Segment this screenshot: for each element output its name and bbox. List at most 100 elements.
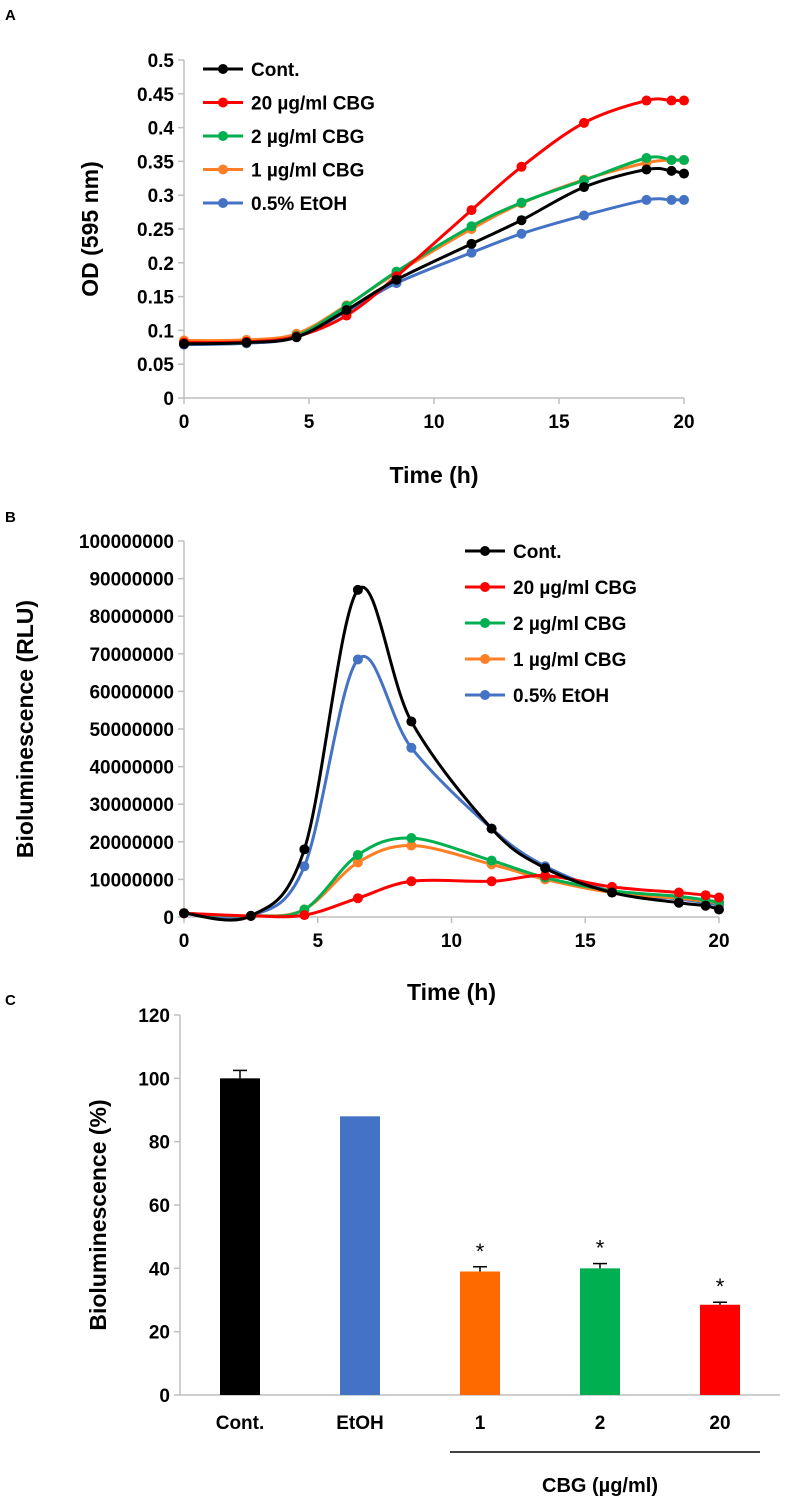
data-point (579, 117, 589, 128)
legend-label: 20 µg/ml CBG (251, 94, 375, 115)
data-point (352, 857, 363, 868)
y-tick-label: 0.4 (148, 119, 175, 140)
data-point (406, 840, 417, 851)
legend-swatch-marker (218, 97, 228, 108)
legend-entry: 2 µg/ml CBG (465, 614, 626, 635)
legend-label: 2 µg/ml CBG (513, 614, 626, 635)
data-point (673, 887, 684, 898)
y-tick-label: 40 (149, 1259, 170, 1280)
legend-label: 1 µg/ml CBG (513, 650, 626, 671)
bar-group: * 20 (700, 1274, 740, 1434)
bar (460, 1271, 500, 1395)
series-0 (179, 584, 724, 922)
category-label: 20 (709, 1413, 730, 1434)
data-point (700, 900, 711, 911)
data-point (641, 153, 652, 164)
series-4 (179, 194, 689, 350)
y-tick-label: 10000000 (89, 870, 174, 891)
data-point (466, 238, 477, 249)
data-point (299, 861, 310, 872)
chart-panel-a: A OD (595 nm) Time (h) 0 0.05 0.1 0.15 0.2 0.… (5, 7, 695, 488)
legend-label: 1 µg/ml CBG (251, 161, 364, 182)
data-point (466, 205, 477, 216)
x-tick-label: 15 (575, 931, 597, 952)
legend-label: 2 µg/ml CBG (251, 127, 364, 148)
data-point (666, 194, 677, 205)
x-tick-label: 5 (312, 931, 323, 952)
data-point (641, 194, 652, 205)
y-tick-label: 60 (149, 1196, 170, 1217)
legend-swatch-marker (480, 654, 490, 664)
y-tick-label: 20000000 (89, 833, 174, 854)
data-point (679, 168, 689, 179)
y-tick-label: 0.5 (148, 51, 175, 72)
x-axis-title: Time (h) (389, 462, 478, 488)
data-point (406, 742, 417, 753)
x-tick-label: 20 (673, 412, 694, 433)
y-tick-label: 0.3 (148, 186, 174, 207)
legend-swatch-marker (218, 164, 228, 175)
legend-swatch-marker (480, 546, 490, 556)
data-point (714, 904, 724, 915)
data-point (486, 823, 497, 834)
x-tick-label: 0 (179, 412, 190, 433)
series-line (183, 836, 720, 918)
x-tick-label: 10 (423, 412, 444, 433)
group-label: CBG (µg/ml) (542, 1475, 658, 1497)
y-tick-label: 0.1 (148, 321, 175, 342)
legend-label: 0.5% EtOH (513, 686, 609, 707)
data-point (391, 274, 402, 285)
bar-group: *1 (460, 1239, 500, 1434)
legend-entry: 1 µg/ml CBG (465, 650, 626, 671)
data-point (679, 95, 689, 106)
legend-entry: 20 µg/ml CBG (465, 578, 637, 599)
bar (340, 1116, 380, 1395)
data-point (540, 863, 551, 874)
legend-label: Cont. (251, 60, 300, 81)
series-0 (179, 164, 689, 349)
data-point (245, 910, 256, 921)
y-tick-label: 100000000 (79, 532, 174, 553)
x-axis-title: Time (h) (407, 979, 496, 1005)
data-point (666, 165, 677, 176)
legend-swatch-marker (218, 198, 228, 208)
bar (700, 1304, 740, 1395)
data-point (700, 890, 711, 901)
data-point (486, 855, 497, 866)
significance-marker: * (476, 1239, 485, 1264)
legend-swatch-marker (218, 64, 228, 74)
chart-panel-b: B Bioluminescence (RLU) Time (h) 0 100000… (5, 509, 730, 1005)
y-tick-label: 80 (149, 1133, 170, 1154)
data-point (466, 221, 477, 232)
y-tick-label: 120 (138, 1006, 170, 1027)
data-point (179, 908, 189, 919)
data-point (679, 194, 689, 205)
legend-label: 0.5% EtOH (251, 194, 347, 215)
data-point (641, 164, 652, 175)
data-point (299, 844, 310, 855)
panel-label-c: C (5, 992, 16, 1009)
legend-entry: 1 µg/ml CBG (203, 161, 364, 182)
bar-group: EtOH (336, 1116, 384, 1434)
significance-marker: * (596, 1236, 605, 1261)
data-point (714, 892, 724, 903)
data-point (486, 876, 497, 887)
data-point (291, 332, 302, 343)
y-axis-title: Bioluminescence (RLU) (12, 600, 38, 858)
data-point (299, 910, 310, 921)
series-3 (179, 155, 689, 346)
x-tick-label: 15 (548, 412, 570, 433)
legend-swatch-marker (218, 131, 228, 141)
legend-entry: 2 µg/ml CBG (203, 127, 364, 148)
series-line (183, 197, 684, 347)
data-point (352, 654, 363, 665)
legend-swatch-marker (480, 690, 490, 700)
y-tick-label: 60000000 (89, 682, 174, 703)
y-tick-label: 40000000 (89, 758, 174, 779)
data-point (666, 95, 677, 106)
bar-group: Cont. (216, 1069, 264, 1434)
y-tick-label: 30000000 (89, 795, 174, 816)
y-tick-label: 100 (138, 1069, 170, 1090)
data-point (540, 870, 551, 881)
y-tick-label: 0 (163, 389, 174, 410)
